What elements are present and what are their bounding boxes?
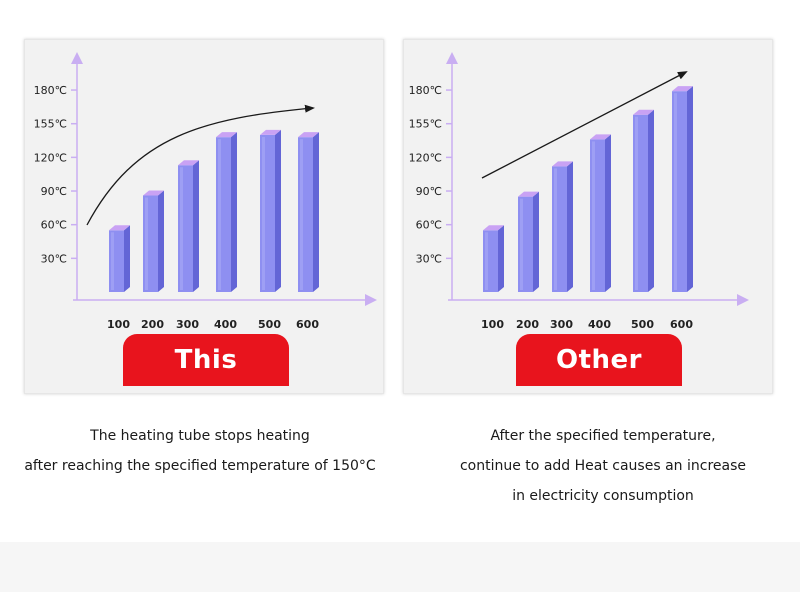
x-tick-label: 600	[296, 318, 319, 331]
caption-other-line-3: in electricity consumption	[512, 488, 694, 504]
y-tick-label: 180℃	[409, 84, 442, 97]
bar	[633, 109, 654, 292]
bar-side	[498, 225, 504, 292]
bar	[590, 134, 611, 292]
x-tick-label: 500	[631, 318, 654, 331]
bar-side	[533, 191, 539, 292]
bar-highlight	[554, 168, 557, 290]
bar-highlight	[674, 93, 677, 290]
caption-this-line-1: The heating tube stops heating	[90, 428, 310, 444]
x-tick-label: 100	[107, 318, 130, 331]
y-tick-label: 180℃	[34, 84, 67, 97]
x-tick-label: 400	[588, 318, 611, 331]
y-tick-label: 120℃	[409, 151, 442, 164]
bar-highlight	[111, 232, 114, 290]
bar-highlight	[635, 116, 638, 290]
bar-top	[672, 86, 693, 92]
y-tick-label: 30℃	[41, 252, 67, 265]
bar-top	[552, 161, 573, 167]
y-tick-label: 60℃	[416, 219, 442, 232]
bar	[518, 191, 539, 292]
bar	[672, 86, 693, 292]
y-tick-label: 155℃	[409, 118, 442, 131]
x-tick-label: 400	[214, 318, 237, 331]
x-tick-label: 200	[141, 318, 164, 331]
bar	[109, 225, 130, 292]
caption-other-line-2: continue to add Heat causes an increase	[459, 458, 746, 474]
bar-top	[518, 191, 539, 197]
bar	[216, 132, 237, 292]
y-tick-label: 60℃	[41, 219, 67, 232]
y-axis-arrow	[446, 52, 458, 64]
bar-side	[193, 160, 199, 292]
bar-highlight	[218, 139, 221, 290]
x-axis-arrow	[365, 294, 377, 306]
caption-this: The heating tube stops heating after rea…	[0, 421, 400, 481]
bar-highlight	[520, 198, 523, 290]
trend-arrow	[481, 71, 688, 179]
bar-side	[275, 129, 281, 292]
x-tick-label: 100	[481, 318, 504, 331]
chart-panel-this: 30℃ 60℃ 90℃ 120℃ 155℃ 180℃ 100 200 300 400 500 600 …	[24, 39, 384, 394]
bar-side	[124, 225, 130, 292]
bar-highlight	[300, 139, 303, 290]
bar-top	[216, 132, 237, 138]
x-tick-label: 300	[550, 318, 573, 331]
bar-highlight	[262, 136, 265, 290]
bar-top	[298, 132, 319, 138]
bar	[260, 129, 281, 292]
label-other: Other	[516, 334, 682, 386]
bar	[178, 160, 199, 292]
bar	[483, 225, 504, 292]
bar-top	[109, 225, 130, 231]
bar-side	[231, 132, 237, 292]
x-tick-label: 600	[670, 318, 693, 331]
y-tick-label: 120℃	[34, 151, 67, 164]
y-tick-label: 90℃	[41, 185, 67, 198]
bar-top	[178, 160, 199, 166]
bar-top	[483, 225, 504, 231]
bar	[298, 132, 319, 292]
trend-arrow	[86, 104, 315, 226]
bar-highlight	[485, 232, 488, 290]
y-tick-label: 155℃	[34, 118, 67, 131]
x-tick-label: 200	[516, 318, 539, 331]
bar-top	[143, 190, 164, 196]
bar-chart-other: 30℃ 60℃ 90℃ 120℃ 155℃ 180℃ 100 200 300 400 500 600	[409, 52, 749, 331]
bar-highlight	[145, 197, 148, 290]
bottom-band	[0, 542, 800, 592]
x-tick-label: 300	[176, 318, 199, 331]
bar-side	[687, 86, 693, 292]
bar-side	[648, 109, 654, 292]
bar-side	[313, 132, 319, 292]
bar-side	[567, 161, 573, 292]
caption-this-line-2: after reaching the specified temperature…	[24, 458, 376, 474]
y-axis-arrow	[71, 52, 83, 64]
bar-top	[260, 129, 281, 135]
x-axis-arrow	[737, 294, 749, 306]
caption-other-line-1: After the specified temperature,	[490, 428, 716, 444]
y-tick-label: 90℃	[416, 185, 442, 198]
bar-highlight	[592, 141, 595, 290]
bar-side	[158, 190, 164, 292]
chart-panel-other: 30℃ 60℃ 90℃ 120℃ 155℃ 180℃ 100 200 300 400 500 600 …	[403, 39, 773, 394]
bar	[143, 190, 164, 292]
x-tick-label: 500	[258, 318, 281, 331]
bar-highlight	[180, 167, 183, 290]
caption-other: After the specified temperature, continu…	[403, 421, 800, 511]
y-tick-label: 30℃	[416, 252, 442, 265]
label-this: This	[123, 334, 289, 386]
bar-top	[633, 109, 654, 115]
bar	[552, 161, 573, 292]
bar-top	[590, 134, 611, 140]
bar-chart-this: 30℃ 60℃ 90℃ 120℃ 155℃ 180℃ 100 200 300 400 500 600	[34, 52, 377, 331]
bar-side	[605, 134, 611, 292]
